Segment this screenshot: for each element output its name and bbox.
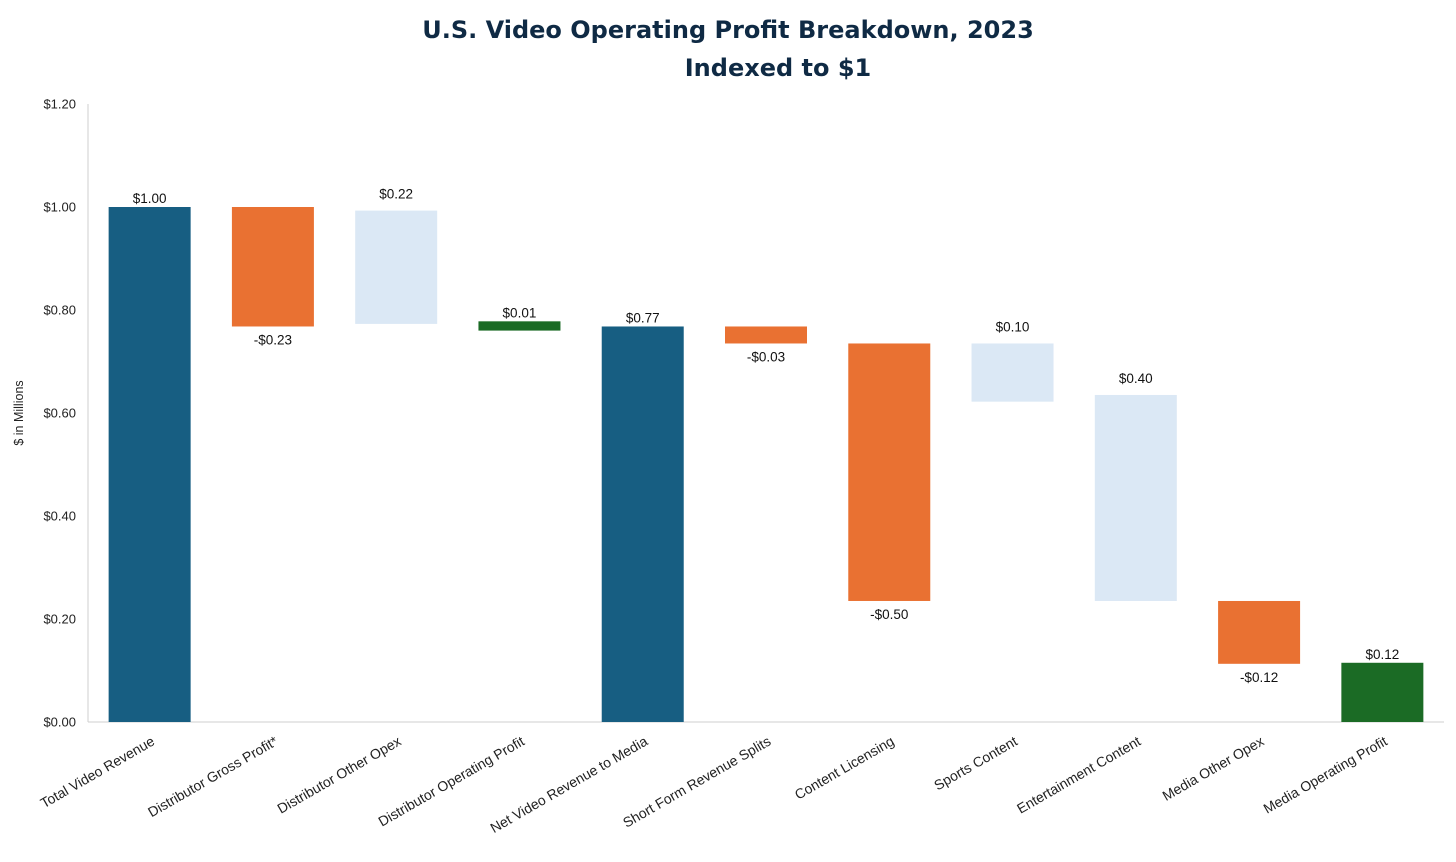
- y-tick-label: $1.20: [43, 97, 76, 112]
- y-tick-label: $0.80: [43, 303, 76, 318]
- x-tick-label: Media Other Opex: [1160, 733, 1267, 804]
- bar-cost: [355, 210, 438, 324]
- y-tick-label: $0.60: [43, 406, 76, 421]
- bar-decrease: [848, 343, 931, 601]
- y-tick-label: $1.00: [43, 200, 76, 215]
- axes: $0.00 $0.20 $0.40 $0.60 $0.80 $1.00 $1.20: [43, 97, 1444, 730]
- bar-decrease: [231, 207, 314, 327]
- data-label: $0.22: [379, 187, 413, 202]
- bar-total: [108, 207, 191, 722]
- chart-title: U.S. Video Operating Profit Breakdown, 2…: [422, 16, 1034, 44]
- data-label: $0.77: [626, 310, 660, 325]
- chart-subtitle: Indexed to $1: [685, 54, 871, 82]
- bar-decrease: [1218, 600, 1301, 664]
- data-label: $0.10: [996, 319, 1030, 334]
- data-label: -$0.12: [1240, 670, 1278, 685]
- x-tick-label: Media Operating Profit: [1261, 733, 1390, 817]
- data-label: $0.40: [1119, 371, 1153, 386]
- y-tick-label: $0.20: [43, 612, 76, 627]
- data-label: $1.00: [133, 191, 167, 206]
- data-label: -$0.50: [870, 607, 908, 622]
- x-tick-label: Distributor Other Opex: [274, 733, 403, 817]
- data-label: $0.01: [503, 305, 537, 320]
- data-label: -$0.23: [254, 332, 292, 347]
- y-tick-label: $0.00: [43, 715, 76, 730]
- bar-profit: [1341, 662, 1424, 722]
- bars: [108, 207, 1424, 722]
- bar-cost: [971, 343, 1054, 402]
- data-label: $0.12: [1365, 647, 1399, 662]
- x-tick-label: Content Licensing: [792, 733, 897, 803]
- bar-decrease: [725, 326, 807, 344]
- data-label: -$0.03: [747, 349, 785, 364]
- bar-total: [601, 326, 684, 722]
- x-tick-label: Entertainment Content: [1014, 733, 1143, 817]
- y-axis-title: $ in Millions: [12, 380, 26, 445]
- x-tick-label: Sports Content: [931, 733, 1020, 794]
- bar-cost: [1094, 394, 1177, 601]
- x-tick-label: Distributor Gross Profit*: [145, 732, 281, 820]
- x-tick-label: Total Video Revenue: [37, 733, 157, 811]
- bar-profit: [478, 321, 561, 331]
- y-tick-label: $0.40: [43, 509, 76, 524]
